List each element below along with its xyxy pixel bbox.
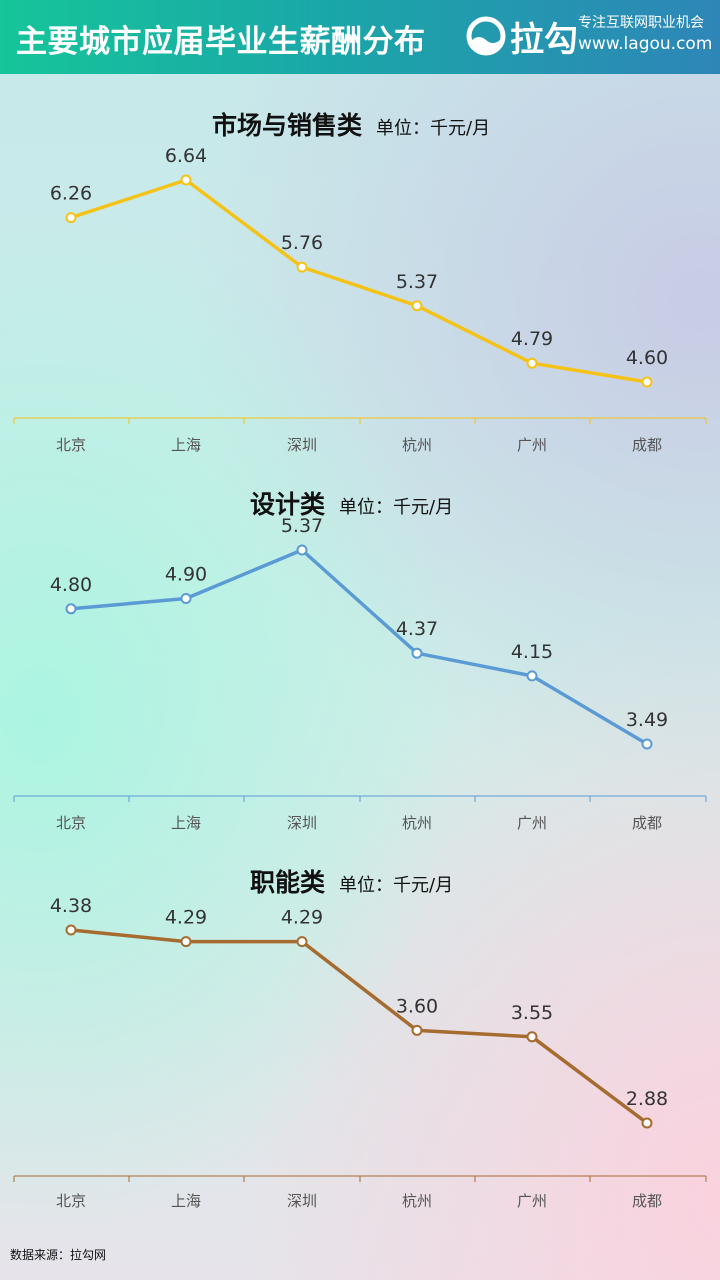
series-line [70, 548, 648, 746]
chart-unit: 单位：千元/月 [339, 875, 454, 896]
x-tick-label: 上海 [171, 436, 201, 454]
x-tick-label: 杭州 [402, 1192, 432, 1210]
data-label: 4.29 [165, 907, 207, 929]
data-label: 6.26 [50, 183, 92, 205]
data-label: 4.80 [50, 574, 92, 596]
data-point [180, 936, 192, 948]
x-tick-label: 深圳 [287, 814, 317, 832]
chart-unit: 单位：千元/月 [339, 497, 454, 518]
data-point [65, 603, 77, 615]
data-point [411, 300, 423, 312]
x-tick-label: 上海 [171, 1192, 201, 1210]
x-tick-label: 成都 [632, 1192, 662, 1210]
x-tick-label: 广州 [517, 814, 547, 832]
x-tick-label: 成都 [632, 814, 662, 832]
data-label: 6.64 [165, 145, 207, 167]
data-label: 2.88 [626, 1088, 668, 1110]
data-point [641, 376, 653, 388]
line-chart-function: 4.38 4.29 4.29 3.60 3.55 2.88 北京 上海 深圳 杭州 广州 成都 [13, 895, 707, 1210]
chart-title-marketing: 市场与销售类 单位：千元/月 [212, 106, 490, 142]
x-tick-label: 成都 [632, 436, 662, 454]
data-point [65, 924, 77, 936]
data-label: 5.76 [281, 232, 323, 254]
series-line [70, 178, 648, 384]
data-point [411, 647, 423, 659]
x-tick-label: 广州 [517, 436, 547, 454]
data-point [526, 357, 538, 369]
data-point [526, 670, 538, 682]
x-tick-label: 北京 [56, 1192, 86, 1210]
data-label: 4.15 [511, 641, 553, 663]
data-point [526, 1031, 538, 1043]
data-point [641, 738, 653, 750]
data-point [65, 212, 77, 224]
logo-url: www.lagou.com [578, 34, 713, 54]
data-label: 4.37 [396, 618, 438, 640]
header-banner: 主要城市应届毕业生薪酬分布 拉勾 专注互联网职业机会 www.lagou.com [0, 0, 720, 74]
data-point [180, 593, 192, 604]
logo-slogan: 专注互联网职业机会 [578, 15, 704, 31]
data-label: 3.49 [626, 709, 668, 731]
chart-title-function: 职能类 单位：千元/月 [250, 863, 453, 899]
x-tick-label: 深圳 [287, 436, 317, 454]
x-tick-label: 北京 [56, 814, 86, 832]
series-line [70, 928, 649, 1125]
x-tick-label: 深圳 [287, 1192, 317, 1210]
data-label: 4.60 [626, 347, 668, 369]
data-label: 5.37 [396, 271, 438, 293]
data-point [296, 261, 308, 273]
x-tick-label: 上海 [171, 814, 201, 832]
data-point [641, 1117, 653, 1129]
chart-title: 市场与销售类 [212, 111, 363, 140]
data-label: 5.37 [281, 515, 323, 537]
lagou-logo-icon [466, 16, 506, 56]
chart-title: 职能类 [250, 868, 326, 897]
x-tick-label: 杭州 [402, 814, 432, 832]
data-point [411, 1024, 423, 1036]
data-point [180, 174, 192, 186]
data-label: 4.38 [50, 895, 92, 917]
data-label: 4.29 [281, 907, 323, 929]
data-label: 3.55 [511, 1002, 553, 1024]
chart-title-design: 设计类 单位：千元/月 [250, 485, 453, 521]
data-point [296, 544, 308, 556]
data-source: 数据来源：拉勾网 [10, 1248, 107, 1262]
x-tick-label: 杭州 [402, 436, 432, 454]
x-tick-label: 北京 [56, 436, 86, 454]
data-label: 4.79 [511, 328, 553, 350]
line-chart-design: 4.80 4.90 5.37 4.37 4.15 3.49 北京 上海 深圳 杭州 广州 成都 [13, 515, 707, 832]
chart-unit: 单位：千元/月 [376, 118, 491, 139]
data-point [296, 936, 308, 948]
data-label: 3.60 [396, 995, 438, 1017]
chart-title: 设计类 [250, 490, 326, 519]
data-label: 4.90 [165, 564, 207, 586]
logo-text: 拉勾 [510, 20, 578, 60]
page-title: 主要城市应届毕业生薪酬分布 [16, 24, 426, 60]
line-chart-marketing: 6.26 6.64 5.76 5.37 4.79 4.60 北京 上海 深圳 杭州 广州 成都 [13, 145, 707, 454]
x-tick-label: 广州 [517, 1192, 547, 1210]
